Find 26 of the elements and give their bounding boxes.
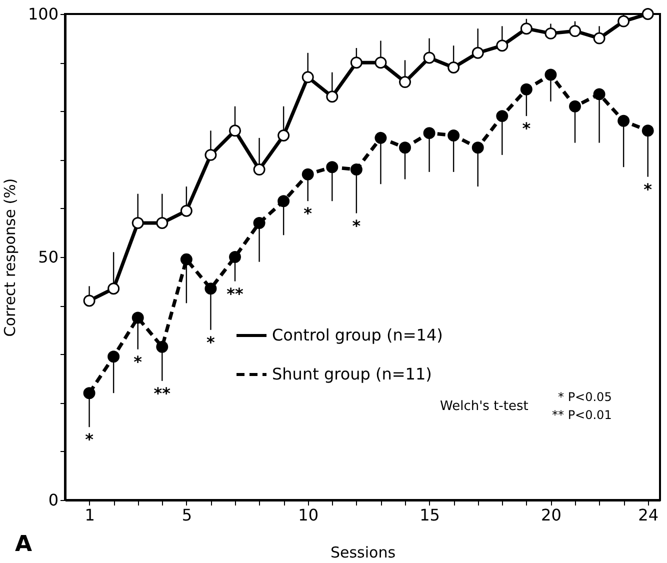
annotation: * [304,204,313,224]
x-tick-label: 5 [182,506,192,524]
x-axis-title: Sessions [330,544,396,562]
annotation: ** [226,284,244,304]
annotation: Welch's t-test [440,399,528,414]
x-tick-label: 1 [84,506,95,524]
x-tick-label: 20 [541,506,562,524]
y-axis-title: Correct response (%) [0,178,19,337]
annotation: * [352,216,362,236]
y-tick-label: 100 [28,4,58,24]
x-tick-label: 24 [638,506,659,524]
annotation: * [85,430,94,450]
x-tick-label: 15 [420,506,440,524]
annotation: * [134,352,143,372]
y-tick-label: 50 [38,248,58,266]
x-tick-label: 10 [298,506,319,524]
legend-label: Control group (n=14) [272,326,443,344]
annotation: ** [154,384,172,403]
annotation: * [522,119,532,138]
annotation: * [644,180,653,199]
legend-label: Shunt group (n=11) [272,364,432,384]
text: A [15,532,32,557]
annotation: ** P<0.01 [552,408,612,422]
annotation: * P<0.05 [558,390,612,404]
annotation: * [206,332,216,352]
y-tick-label: 0 [48,490,58,510]
